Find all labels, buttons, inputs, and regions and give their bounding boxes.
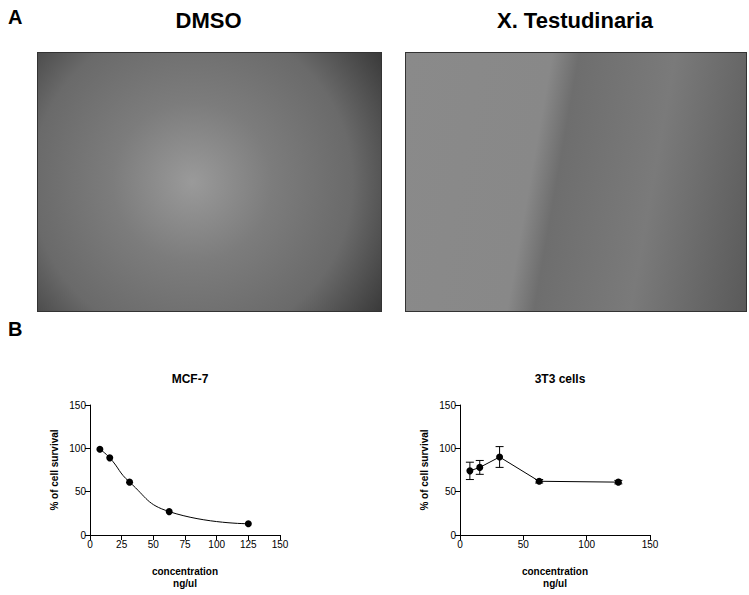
svg-text:50: 50 <box>148 539 160 550</box>
svg-text:150: 150 <box>272 539 289 550</box>
html-text:B: B <box>8 318 23 340</box>
svg-text:0: 0 <box>450 530 456 541</box>
svg-text:150: 150 <box>642 539 659 550</box>
svg-text:125: 125 <box>240 539 257 550</box>
svg-text:100: 100 <box>208 539 225 550</box>
svg-text:% of cell survival: % of cell survival <box>49 429 60 510</box>
html-text:X. Testudinaria: X. Testudinaria <box>497 8 653 33</box>
html-text:DMSO: DMSO <box>175 8 242 33</box>
svg-text:100: 100 <box>578 539 595 550</box>
svg-text:150: 150 <box>439 400 456 411</box>
svg-text:50: 50 <box>75 486 87 497</box>
svg-text:75: 75 <box>179 539 191 550</box>
svg-text:MCF-7: MCF-7 <box>172 372 209 386</box>
svg-text:50: 50 <box>518 539 530 550</box>
svg-text:ng/ul: ng/ul <box>543 578 567 589</box>
svg-text:0: 0 <box>457 539 463 550</box>
svg-text:% of cell survival: % of cell survival <box>419 429 430 510</box>
svg-text:concentration: concentration <box>152 566 218 577</box>
svg-text:25: 25 <box>116 539 128 550</box>
svg-text:50: 50 <box>445 486 457 497</box>
html-text:A: A <box>8 6 23 28</box>
svg-text:100: 100 <box>69 443 86 454</box>
svg-text:0: 0 <box>87 539 93 550</box>
svg-text:150: 150 <box>69 400 86 411</box>
svg-text:100: 100 <box>439 443 456 454</box>
svg-text:ng/ul: ng/ul <box>173 578 197 589</box>
svg-text:concentration: concentration <box>522 566 588 577</box>
svg-text:0: 0 <box>80 530 86 541</box>
svg-text:3T3 cells: 3T3 cells <box>535 372 586 386</box>
